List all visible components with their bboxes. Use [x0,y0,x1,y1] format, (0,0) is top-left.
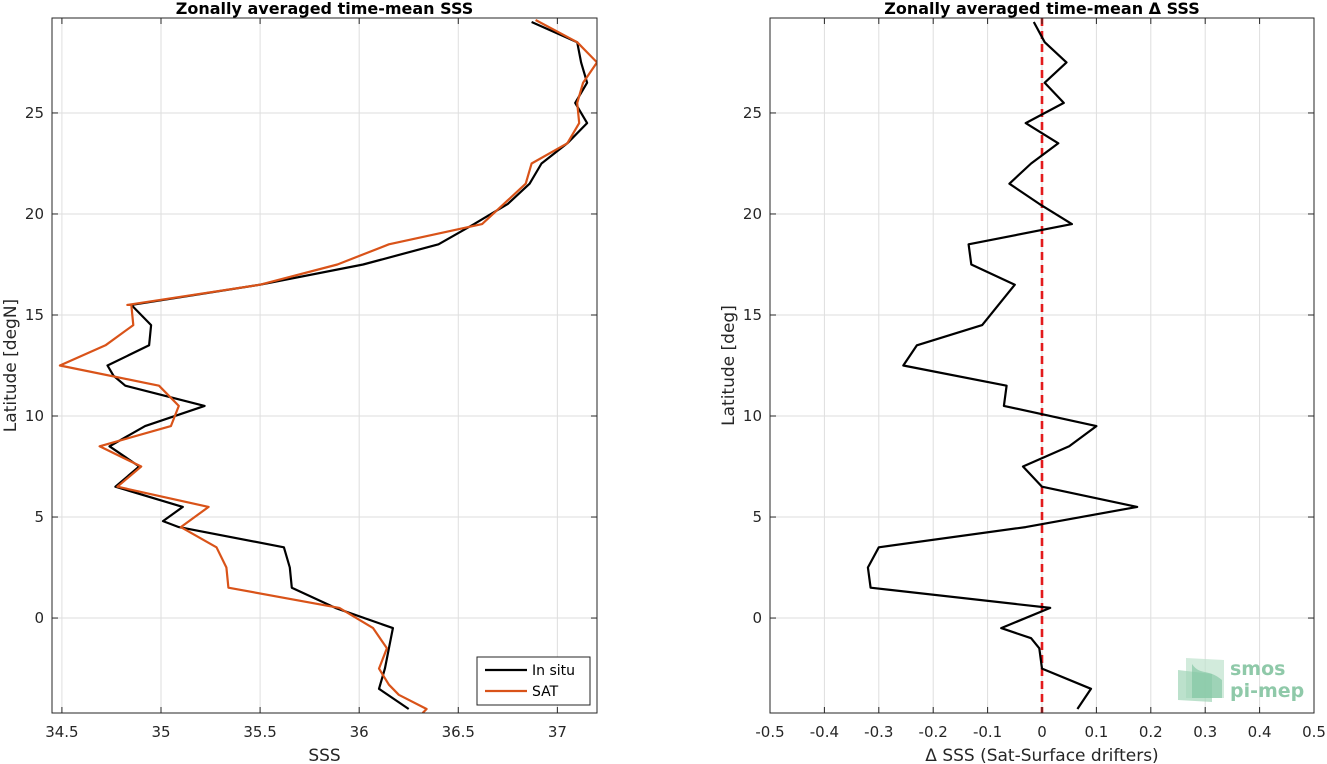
y-tick-label: 10 [25,407,44,425]
plot-area [52,18,597,713]
x-axis-label: Δ SSS (Sat-Surface drifters) [925,746,1158,764]
x-tick-label: 0.4 [1248,723,1272,741]
x-tick-label: -0.5 [755,723,784,741]
x-tick-label: -0.1 [973,723,1002,741]
y-axis-label: Latitude [deg] [719,305,739,426]
logo-text-pi-mep: pi-mep [1230,680,1304,702]
series-line-sat [58,19,597,713]
y-tick-label: 5 [752,508,762,526]
x-tick-label: 34.5 [45,723,78,741]
series-line-delta-sss [866,21,1139,710]
y-tick-label: 25 [743,104,762,122]
y-tick-label: 0 [34,609,44,627]
axes-frame [51,17,598,714]
x-tick-label: 0.2 [1139,723,1163,741]
logo-waves-icon [1178,658,1224,702]
y-tick-label: 15 [25,306,44,324]
x-tick-label: 0.5 [1302,723,1326,741]
y-tick-label: 0 [752,609,762,627]
legend: In situ SAT [476,656,591,706]
x-tick-label: -0.3 [864,723,893,741]
y-tick-label: 20 [25,205,44,223]
x-tick-label: -0.4 [810,723,839,741]
y-tick-label: 20 [743,205,762,223]
panel-delta-sss: -0.5 -0.4 -0.3 -0.2 -0.1 0 0.1 0.2 0.3 0.4 0.5 0 5 10… [719,0,1326,764]
x-tick-label: 35.5 [243,723,276,741]
y-tick-label: 15 [743,306,762,324]
smos-pi-mep-logo: smos pi-mep [1178,658,1304,702]
x-tick-label: 0.3 [1193,723,1217,741]
panel-sss: 34.5 35 35.5 36 36.5 37 0 5 10 15 20 25 Zonally aver… [1,0,598,764]
x-tick-label: 37 [548,723,567,741]
y-tick-label: 10 [743,407,762,425]
x-tick-label: 36 [350,723,369,741]
x-tick-label: 0.1 [1084,723,1108,741]
y-axis-label: Latitude [degN] [1,299,21,432]
x-tick-label: -0.2 [919,723,948,741]
y-tick-label: 5 [34,508,44,526]
y-tick-label: 25 [25,104,44,122]
legend-label-sat: SAT [532,684,559,700]
x-tick-label: 35 [151,723,170,741]
legend-box [476,656,591,706]
legend-label-in-situ: In situ [532,663,575,679]
logo-text-smos: smos [1230,658,1285,680]
chart-title: Zonally averaged time-mean SSS [176,0,474,18]
x-tick-label: 0 [1037,723,1047,741]
chart-title: Zonally averaged time-mean Δ SSS [884,0,1200,18]
x-axis-label: SSS [308,746,340,764]
x-tick-label: 36.5 [442,723,475,741]
